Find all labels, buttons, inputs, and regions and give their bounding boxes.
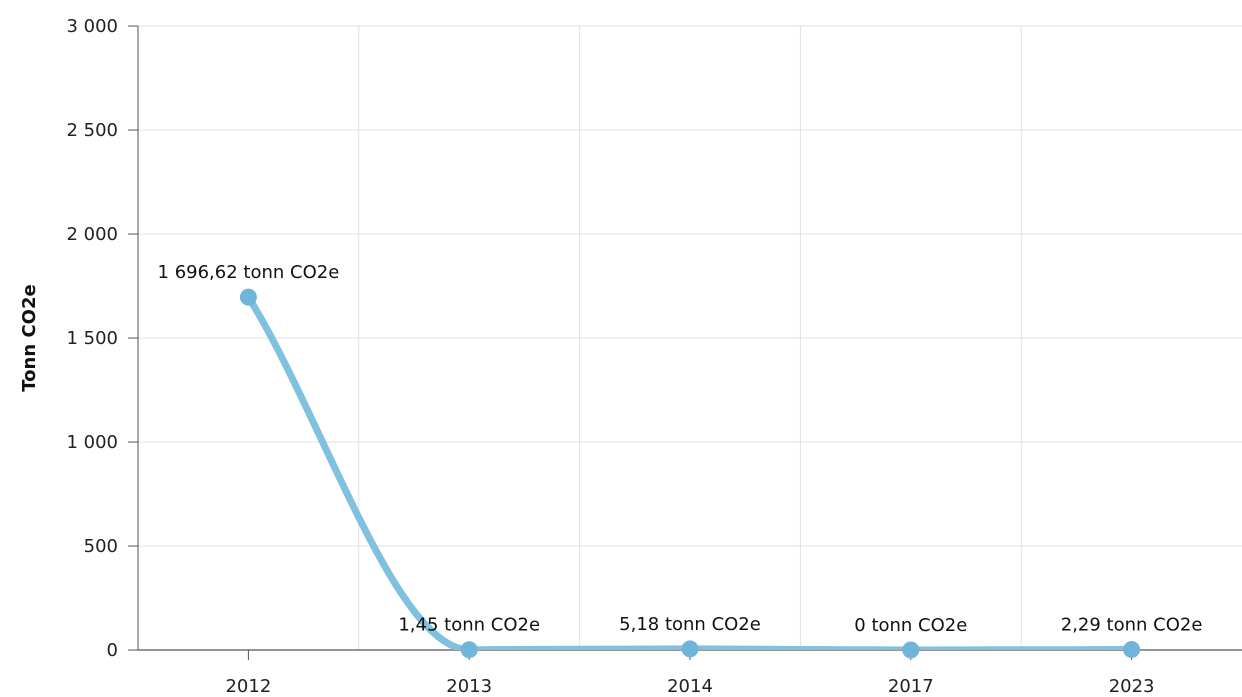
x-tick-label: 2012 [225, 676, 271, 697]
data-point [902, 641, 920, 659]
x-tick-label: 2013 [446, 676, 492, 697]
y-tick-labels: 0 500 1 000 1 500 2 000 2 500 3 000 [66, 16, 118, 661]
y-tick-label: 500 [84, 536, 118, 557]
series [244, 293, 1136, 650]
data-label: 2,29 tonn CO2e [1061, 615, 1203, 636]
x-tick-label: 2017 [888, 676, 934, 697]
y-tick-label: 1 000 [66, 432, 118, 453]
axes [128, 25, 1242, 660]
data-point [1123, 641, 1141, 659]
data-point [460, 641, 478, 659]
data-label: 0 tonn CO2e [854, 615, 967, 636]
y-tick-label: 3 000 [66, 16, 118, 37]
data-label: 1 696,62 tonn CO2e [158, 262, 340, 283]
grid [138, 25, 1242, 650]
data-point [239, 288, 257, 306]
y-tick-label: 0 [107, 640, 118, 661]
y-tick-label: 2 500 [66, 120, 118, 141]
x-tick-labels: 2012 2013 2014 2017 2023 [225, 676, 1154, 697]
x-tick-label: 2014 [667, 676, 713, 697]
markers [239, 288, 1141, 659]
data-label: 1,45 tonn CO2e [398, 615, 540, 636]
data-label: 5,18 tonn CO2e [619, 614, 761, 635]
y-tick-label: 1 500 [66, 328, 118, 349]
data-point [681, 640, 699, 658]
x-tick-label: 2023 [1109, 676, 1155, 697]
series-line [244, 293, 1136, 650]
y-tick-label: 2 000 [66, 224, 118, 245]
data-labels: 1 696,62 tonn CO2e 1,45 tonn CO2e 5,18 ton… [158, 262, 1203, 636]
y-axis-title: Tonn CO2e [19, 284, 40, 391]
